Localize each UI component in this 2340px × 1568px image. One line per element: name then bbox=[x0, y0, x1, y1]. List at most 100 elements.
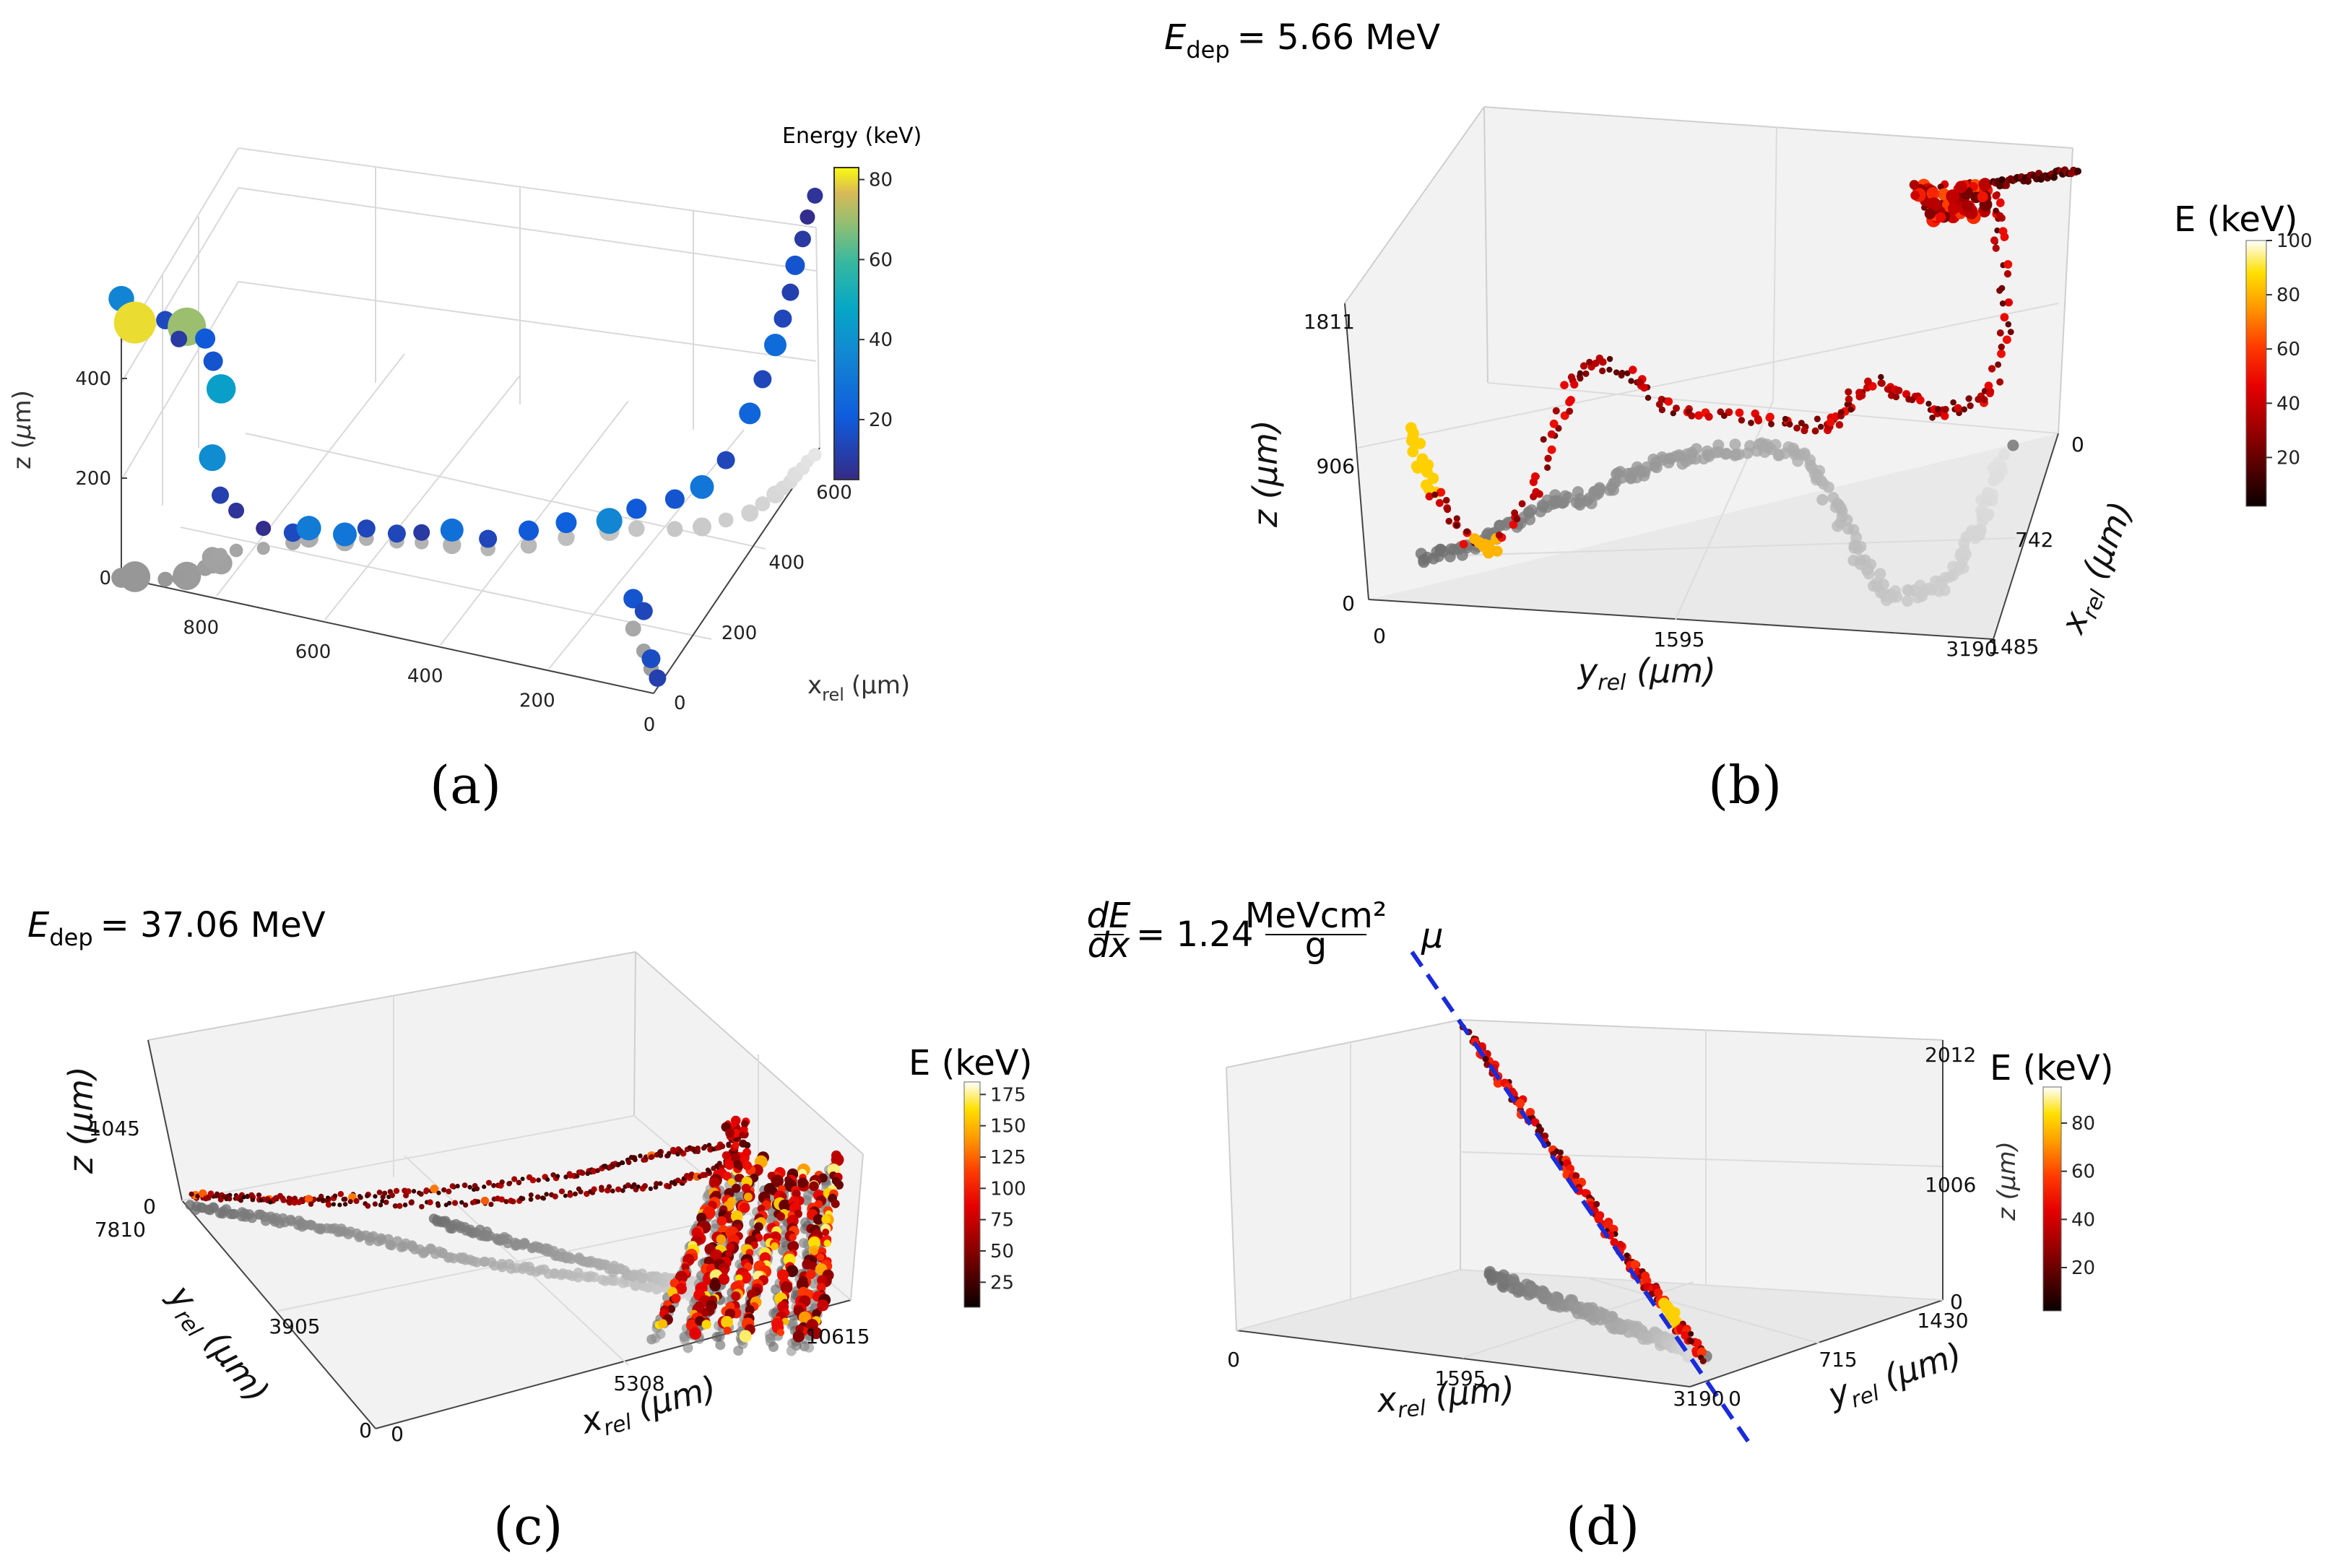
panel-b-title: Edep = 5.66 MeV bbox=[1164, 17, 1440, 64]
z-tick-label: 0 bbox=[1342, 592, 1355, 615]
data-point bbox=[657, 1181, 663, 1187]
colorbar-tick-label: 20 bbox=[2071, 1257, 2095, 1279]
data-point bbox=[1847, 406, 1854, 413]
data-point bbox=[822, 1229, 830, 1236]
data-point bbox=[689, 1327, 701, 1340]
data-point bbox=[1925, 400, 1932, 407]
data-point bbox=[170, 330, 188, 347]
data-point bbox=[419, 1203, 425, 1210]
shadow-point bbox=[1547, 498, 1559, 510]
data-point bbox=[316, 1197, 321, 1203]
data-point bbox=[1992, 244, 2000, 252]
data-point bbox=[441, 1187, 447, 1193]
data-point bbox=[555, 1174, 560, 1179]
data-point bbox=[555, 512, 577, 534]
data-point bbox=[794, 230, 811, 248]
data-point bbox=[1491, 545, 1503, 557]
data-point bbox=[730, 1153, 740, 1163]
data-point bbox=[816, 1253, 825, 1261]
data-point bbox=[358, 1195, 363, 1200]
data-point bbox=[1493, 1078, 1503, 1088]
data-point bbox=[234, 1195, 240, 1201]
panel-b-colorbar bbox=[2245, 240, 2267, 507]
data-point bbox=[1640, 384, 1648, 392]
data-point bbox=[1688, 1331, 1694, 1337]
z-tick-label: 906 bbox=[1317, 454, 1355, 478]
data-point bbox=[718, 1273, 730, 1285]
svg-text:dE: dE bbox=[1087, 896, 1131, 936]
data-point bbox=[831, 1199, 840, 1208]
panel-d-label: (d) bbox=[1566, 1496, 1639, 1556]
data-point bbox=[1977, 191, 1988, 203]
shadow-point bbox=[771, 1284, 781, 1295]
data-point bbox=[631, 1182, 637, 1187]
shadow-point bbox=[1958, 544, 1970, 556]
data-point bbox=[598, 1184, 604, 1190]
data-point bbox=[810, 1247, 818, 1255]
data-point bbox=[1988, 365, 1996, 373]
data-point bbox=[1572, 1172, 1580, 1179]
shadow-point bbox=[1817, 477, 1829, 490]
data-point bbox=[1544, 454, 1552, 462]
panel-a-points bbox=[108, 187, 823, 687]
panel-c-colorbar-ticks: 25 50 75 100 125 150 175 bbox=[980, 1084, 1026, 1294]
shadow-point bbox=[1525, 504, 1538, 516]
data-point bbox=[742, 1148, 751, 1157]
data-point bbox=[1985, 389, 1994, 397]
panel-d-muon-fit-line bbox=[1410, 950, 1751, 1444]
data-point bbox=[2003, 260, 2013, 269]
panel-b-shadow-track bbox=[1415, 437, 2019, 607]
data-point bbox=[1412, 462, 1424, 474]
data-point bbox=[506, 1181, 512, 1187]
data-point bbox=[667, 1304, 676, 1313]
data-point bbox=[708, 1177, 721, 1189]
data-point bbox=[1537, 1127, 1544, 1134]
data-point bbox=[740, 1119, 749, 1128]
colorbar-tick-label: 80 bbox=[2071, 1113, 2095, 1135]
y-tick-label: 200 bbox=[519, 690, 555, 711]
data-point bbox=[203, 1195, 209, 1202]
shadow-point bbox=[714, 1331, 725, 1342]
colorbar-tick-label: 175 bbox=[990, 1084, 1026, 1106]
colorbar-tick-label: 40 bbox=[2071, 1209, 2095, 1231]
data-point bbox=[1954, 181, 1967, 194]
data-point bbox=[291, 1199, 298, 1206]
data-point bbox=[823, 1239, 831, 1247]
data-point bbox=[485, 1179, 493, 1186]
data-point bbox=[1962, 200, 1974, 212]
data-point bbox=[623, 589, 644, 609]
data-point bbox=[1980, 396, 1988, 404]
shadow-point bbox=[256, 542, 270, 555]
shadow-point bbox=[558, 529, 575, 546]
shadow-point bbox=[667, 521, 683, 537]
z-tick-label: 0 bbox=[143, 1195, 156, 1218]
shadow-point bbox=[1816, 493, 1829, 506]
data-point bbox=[347, 1199, 353, 1205]
y-tick-label: 1595 bbox=[1653, 628, 1704, 651]
data-point bbox=[392, 1203, 399, 1209]
data-point bbox=[745, 1305, 755, 1315]
y-tick-label: 600 bbox=[295, 641, 332, 663]
shadow-point bbox=[680, 1334, 690, 1345]
data-point bbox=[241, 1195, 246, 1200]
data-point bbox=[816, 1283, 826, 1292]
data-point bbox=[1540, 436, 1547, 443]
data-point bbox=[590, 1168, 597, 1174]
shadow-point bbox=[808, 448, 822, 462]
data-point bbox=[1567, 373, 1576, 381]
data-point bbox=[1998, 227, 2008, 236]
data-point bbox=[1997, 349, 2006, 358]
data-point bbox=[245, 1194, 250, 1200]
data-point bbox=[616, 1161, 622, 1166]
panel-c-title: Edep = 37.06 MeV bbox=[27, 905, 326, 951]
data-point bbox=[446, 1200, 452, 1205]
data-point bbox=[1425, 492, 1434, 501]
panel-b-ylabel: xrel (μm) bbox=[2052, 496, 2145, 642]
shadow-point bbox=[157, 571, 173, 587]
data-point bbox=[1965, 395, 1972, 402]
data-point bbox=[1414, 438, 1426, 449]
data-point bbox=[636, 1184, 641, 1190]
data-point bbox=[1644, 394, 1652, 402]
data-point bbox=[719, 1143, 726, 1150]
